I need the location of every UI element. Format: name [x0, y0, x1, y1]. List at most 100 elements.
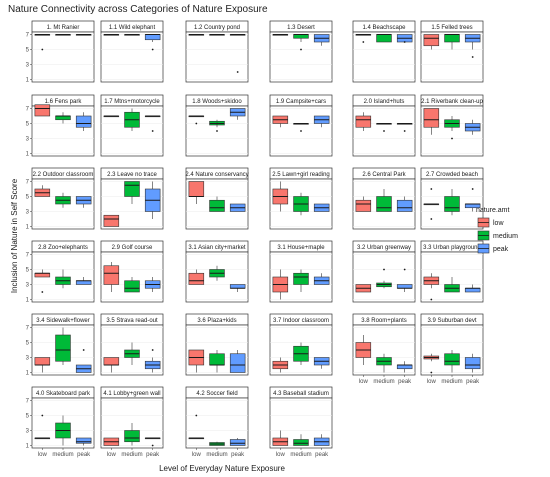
box-outlier [151, 349, 154, 351]
box-body [124, 181, 140, 197]
y-tick-label: 7 [26, 107, 30, 113]
facet-panel: 4.0 Skateboard park 1 3 5 7 low medium peak [26, 386, 95, 458]
facet-strip-label: 2.4 Nature conservancy [185, 172, 248, 178]
box-outlier [383, 130, 385, 132]
box-outlier [82, 349, 85, 351]
facet-strip-label: 2.0 Island+huts [364, 99, 405, 105]
x-tick-label: peak [466, 379, 480, 385]
facet-strip-label: 1.4 Beachscape [362, 25, 406, 31]
facet-panel: 3.3 Urban playground [420, 240, 484, 303]
facet-strip-label: 1.7 Mtns+motorcycle [104, 99, 160, 105]
facet-strip-label: 1.8 Woods+skidoo [192, 99, 242, 105]
facet-strip-label: 3.1 House+maple [277, 245, 325, 251]
box-outlier [300, 130, 302, 132]
y-tick-label: 7 [26, 180, 30, 186]
y-tick-label: 5 [26, 195, 30, 201]
panel-area [31, 31, 95, 83]
box-body [55, 115, 71, 121]
facet-panel: 2.2 Outdoor classroom 1 3 5 7 [26, 167, 95, 231]
facet-strip-label: 3.4 Sidewalk+flower [36, 318, 90, 324]
facet-strip-label: 3.1 Asian city+market [188, 245, 246, 251]
box-outlier [403, 268, 406, 271]
facet-panel: 1.6 Fens park 1 3 5 7 [26, 94, 95, 158]
y-tick-label: 3 [26, 137, 30, 143]
facet-panel: 3.5 Strava read-out [100, 313, 164, 376]
facet-panel: 3.4 Sidewalk+flower 1 3 5 7 [26, 313, 95, 377]
box-body [444, 34, 460, 43]
y-tick-label: 7 [26, 253, 30, 259]
x-tick-label: medium [206, 452, 227, 458]
box-body [75, 115, 92, 128]
facet-panel: 3.7 Indoor classroom [269, 313, 333, 376]
facet-strip-label: 1.3 Desert [287, 25, 315, 31]
box-outlier [430, 298, 433, 301]
legend-title: nature.amt [476, 207, 510, 214]
box-body [103, 214, 120, 227]
y-tick-label: 1 [26, 152, 30, 158]
facet-panel: 3.6 Plaza+kids [185, 313, 249, 376]
facet-panel: 2.9 Golf course [100, 240, 164, 303]
facet-strip-label: 1.2 Country pond [194, 25, 240, 31]
facet-strip-label: 3.2 Urban greenway [357, 245, 411, 251]
facet-panel: 1.1 Wild elephant [100, 20, 164, 83]
y-tick-label: 7 [26, 33, 30, 39]
facet-panel: 2.4 Nature conservancy [185, 167, 249, 230]
legend-item: peak [477, 243, 509, 254]
box-outlier [451, 137, 453, 140]
facet-panel: 1.4 Beachscape [352, 20, 416, 83]
y-tick-label: 5 [26, 268, 30, 274]
facet-strip-label: 1.5 Felled trees [431, 25, 472, 31]
facet-panels: 1. Mt Ranier 1 3 5 7 1.1 Wild elephant 1.2 Cou… [26, 20, 484, 458]
x-tick-label: peak [315, 452, 329, 458]
box-body [75, 437, 92, 444]
box-outlier [41, 291, 44, 293]
x-tick-label: peak [398, 379, 412, 385]
facet-panel: 2.5 Lawn+girl reading [269, 167, 333, 230]
box-body [34, 272, 51, 278]
x-tick-label: low [38, 452, 48, 458]
legend: nature.amt low medium peak [476, 207, 518, 254]
facet-strip-label: 2.9 Golf course [112, 245, 153, 251]
legend-label: peak [493, 246, 509, 253]
legend-item: low [477, 217, 504, 228]
box-outlier [151, 130, 154, 132]
box-outlier [362, 41, 365, 43]
y-tick-label: 5 [26, 414, 30, 420]
facet-strip-label: 1.9 Campsite+cars [276, 99, 326, 105]
box-body [376, 34, 392, 43]
box-body [144, 34, 161, 41]
y-tick-label: 5 [26, 122, 30, 128]
box-outlier [216, 130, 218, 132]
box-body [229, 353, 246, 373]
facet-panel: 4.2 Soccer field low medium peak [185, 386, 249, 458]
facet-panel: 1.5 Felled trees [420, 20, 484, 83]
x-tick-label: low [276, 452, 286, 458]
facet-panel: 1.2 Country pond [185, 20, 249, 83]
y-axis-label: Inclusion of Nature in Self Score [10, 178, 19, 293]
facet-strip-label: 2.5 Lawn+girl reading [272, 172, 330, 178]
facet-panel: 2.7 Crowded beach [420, 167, 484, 230]
facet-strip-label: 3.3 Urban playground [423, 245, 481, 251]
facet-strip-label: 4.0 Skateboard park [36, 391, 91, 397]
facet-panel: 3.1 Asian city+market [185, 240, 249, 303]
y-tick-label: 1 [26, 298, 30, 304]
x-tick-label: peak [77, 452, 91, 458]
box-outlier [41, 414, 44, 417]
x-tick-label: medium [441, 379, 462, 385]
x-tick-label: low [192, 452, 202, 458]
box-body [444, 353, 460, 366]
box-outlier [471, 188, 474, 190]
box-body [34, 104, 51, 117]
box-body [188, 181, 205, 197]
box-outlier [195, 122, 198, 125]
legend-label: medium [493, 233, 518, 240]
box-body [293, 439, 309, 446]
y-tick-label: 1 [26, 371, 30, 377]
facet-strip-label: 3.5 Strava read-out [106, 318, 158, 324]
facet-panel: 2.0 Island+huts [352, 94, 416, 157]
y-tick-label: 3 [26, 63, 30, 69]
legend-item: medium [477, 230, 518, 241]
y-tick-label: 1 [26, 225, 30, 231]
x-tick-label: medium [290, 452, 311, 458]
